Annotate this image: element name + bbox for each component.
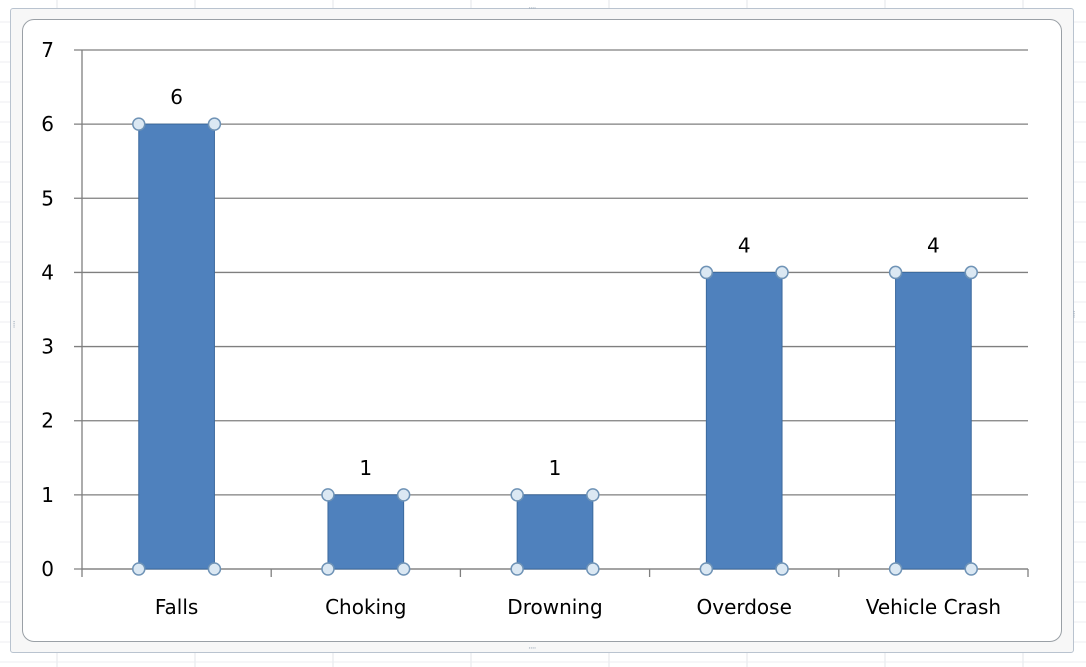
- y-tick-label: 2: [41, 409, 54, 433]
- bar: [516, 494, 594, 570]
- data-label: 1: [549, 456, 562, 480]
- bar-selection-handle: [207, 562, 222, 576]
- bar-selection-handle: [510, 488, 524, 502]
- left-resize-handle[interactable]: ····: [8, 320, 18, 328]
- bar: [705, 271, 783, 570]
- bar-selection-handle: [321, 488, 335, 502]
- x-category-label: Falls: [155, 595, 198, 619]
- bar-selection-handle: [964, 265, 978, 280]
- bar-selection-handle: [964, 562, 978, 576]
- y-tick-label: 7: [41, 38, 54, 62]
- y-tick-label: 4: [41, 260, 54, 284]
- y-tick-label: 3: [41, 335, 54, 359]
- x-category-label: Drowning: [507, 595, 602, 619]
- bar-selection-handle: [321, 562, 335, 576]
- y-tick-label: 0: [41, 557, 54, 581]
- top-resize-handle[interactable]: ····: [528, 4, 537, 14]
- bar: [138, 123, 215, 570]
- data-label: 6: [170, 85, 183, 109]
- data-label: 1: [359, 456, 372, 480]
- bar-selection-handle: [396, 488, 411, 502]
- bar: [895, 271, 972, 570]
- y-tick-label: 5: [41, 186, 54, 210]
- data-label: 4: [927, 233, 940, 257]
- bar-selection-handle: [586, 562, 600, 576]
- bottom-resize-handle[interactable]: ····: [528, 644, 537, 654]
- x-category-label: Choking: [325, 595, 406, 619]
- bar: [327, 494, 405, 570]
- bar-selection-handle: [132, 117, 146, 131]
- bar-selection-handle: [775, 265, 789, 280]
- bar-selection-handle: [396, 562, 411, 576]
- bar-selection-handle: [888, 265, 903, 280]
- bar-selection-handle: [699, 265, 714, 280]
- x-category-label: Vehicle Crash: [866, 595, 1001, 619]
- bar-selection-handle: [775, 562, 789, 576]
- right-resize-handle[interactable]: ····: [1068, 310, 1078, 318]
- x-category-label: Overdose: [696, 595, 791, 619]
- bar-selection-handle: [888, 562, 903, 576]
- bar-selection-handle: [586, 488, 600, 502]
- y-tick-label: 6: [41, 112, 54, 136]
- data-label: 4: [738, 233, 751, 257]
- bar-selection-handle: [207, 117, 222, 131]
- bar-selection-handle: [510, 562, 524, 576]
- bar-selection-handle: [699, 562, 714, 576]
- bar-selection-handle: [132, 562, 146, 576]
- y-tick-label: 1: [41, 483, 54, 507]
